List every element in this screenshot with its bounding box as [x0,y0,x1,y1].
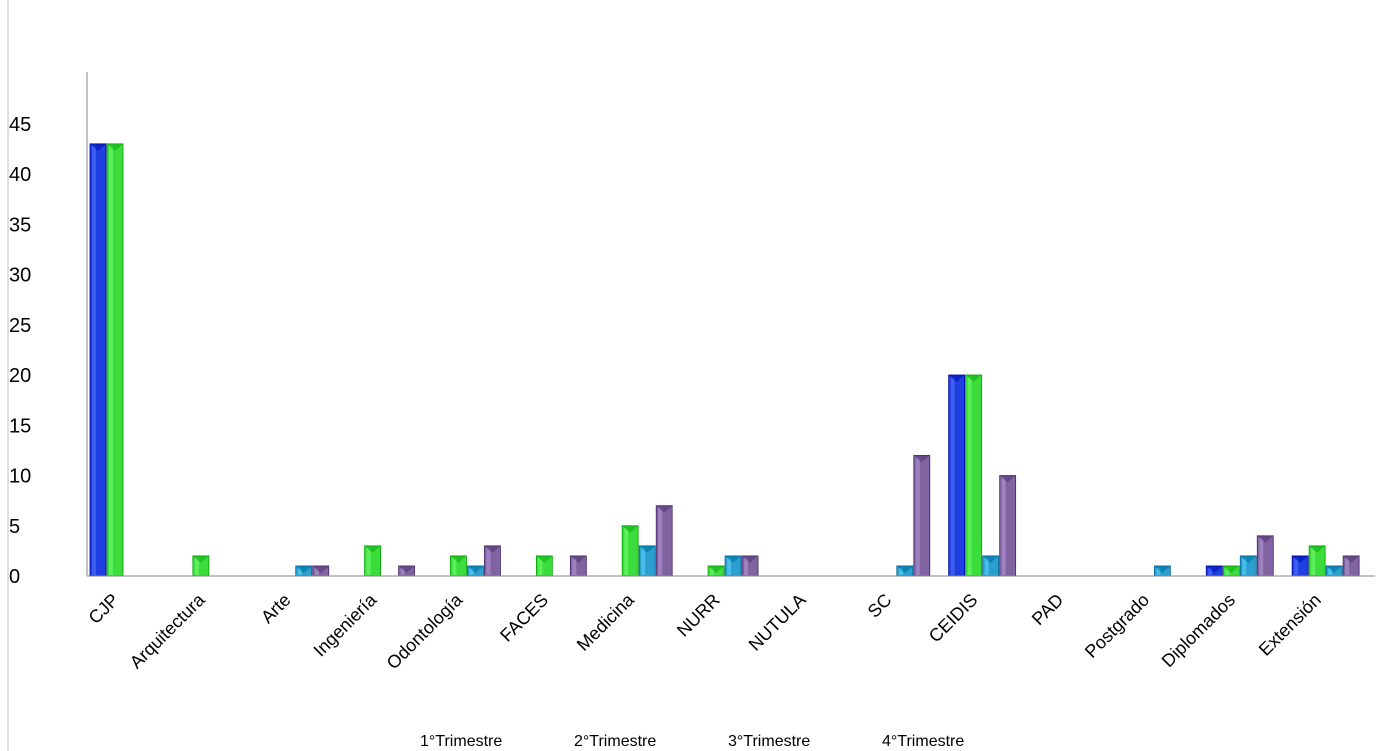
x-tick-label: FACES [496,590,552,646]
bar [467,565,484,577]
bar [535,555,553,577]
x-tick-label: NUTULA [745,590,810,655]
y-tick-label: 15 [9,415,31,437]
x-tick-label: Extensión [1255,590,1325,660]
bar [1239,555,1257,577]
legend-entry: 3°Trimestre [728,733,810,750]
bar [569,555,587,577]
x-tick-label: Arquitectura [126,589,209,672]
bars-group [89,143,1360,577]
y-tick-label: 20 [9,365,31,387]
bar [1256,535,1274,577]
y-tick-label: 0 [9,566,20,588]
x-tick-label: CJP [85,590,123,628]
bar [312,565,330,577]
y-tick-label: 35 [9,214,31,236]
bar [982,555,1000,577]
legend: 1°Trimestre 2°Trimestre 3°Trimestre 4°Trime… [420,733,964,750]
bar [106,143,124,577]
bar [655,505,673,577]
legend-entry: 1°Trimestre [420,733,502,750]
bar [999,475,1017,577]
bar [1325,565,1343,577]
bar [913,454,931,577]
bar [398,565,416,577]
x-axis: CJP Arquitectura Arte Ingeniería Odontología… [85,575,1375,673]
x-tick-label: Ingeniería [310,589,381,660]
x-tick-label: NURR [673,590,724,641]
y-tick-label: 10 [9,466,31,488]
y-tick-label: 40 [9,164,31,186]
x-tick-label: PAD [1028,590,1067,629]
bar [948,374,966,577]
x-tick-label: Diplomados [1158,590,1239,671]
x-tick-label: Arte [257,590,294,627]
bar [192,555,210,577]
bar [364,545,382,577]
x-tick-label: Medicina [573,589,639,655]
x-tick-label: CEIDIS [925,590,982,647]
x-tick-label: SC [864,590,896,622]
bar [1222,565,1240,577]
legend-entry: 2°Trimestre [574,733,656,750]
y-tick-label: 45 [9,114,31,136]
y-tick-label: 25 [9,315,31,337]
bar [450,555,467,577]
bar [1154,565,1171,577]
bar [1291,555,1309,577]
bar [1308,545,1326,577]
y-tick-label: 5 [9,516,20,538]
bar [638,545,656,577]
bar [89,143,107,577]
bar [1342,555,1360,577]
bar [621,525,639,577]
bar [295,565,313,577]
bar [724,555,742,577]
bar [896,565,914,577]
x-tick-label: Postgrado [1081,590,1153,662]
bar [484,545,501,577]
bar [1205,565,1223,577]
y-axis: 0 5 10 15 20 25 30 35 40 45 [9,72,88,588]
bar [741,555,759,577]
bar [707,565,725,577]
legend-entry: 4°Trimestre [882,733,964,750]
x-tick-label: Odontología [383,589,467,673]
y-tick-label: 30 [9,265,31,287]
bar [965,374,983,577]
